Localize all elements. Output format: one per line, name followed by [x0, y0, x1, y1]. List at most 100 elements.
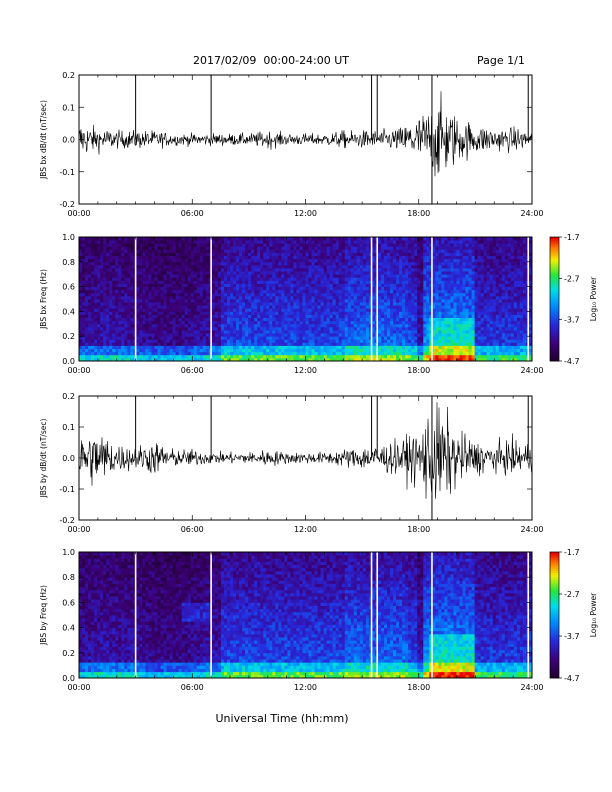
heat-cell: [399, 323, 403, 328]
heat-cell: [257, 283, 261, 287]
heat-cell: [305, 255, 309, 260]
heat-cell: [220, 243, 225, 247]
heat-cell: [178, 348, 183, 353]
heat-cell: [88, 252, 92, 256]
heat-cell: [426, 348, 430, 353]
heat-cell: [223, 289, 228, 294]
heat-cell: [284, 314, 288, 318]
heat-cell: [94, 320, 98, 325]
heat-cell: [284, 289, 288, 294]
heat-cell: [151, 345, 155, 349]
heat-cell: [130, 292, 134, 297]
heat-cell: [278, 302, 282, 306]
heat-cell: [338, 268, 343, 272]
heat-cell: [223, 354, 228, 359]
heat-cell: [205, 277, 210, 281]
heat-cell: [368, 289, 373, 294]
heat-cell: [217, 277, 222, 281]
heat-cell: [317, 333, 321, 337]
heat-cell: [284, 311, 288, 315]
heat-cell: [356, 351, 361, 356]
heat-cell: [393, 246, 397, 250]
heat-cell: [326, 333, 331, 337]
heat-cell: [435, 292, 439, 297]
heat-cell: [97, 271, 101, 275]
heat-cell: [130, 336, 134, 340]
heat-cell: [365, 302, 370, 306]
heat-cell: [350, 317, 355, 322]
heat-cell: [163, 249, 167, 253]
heat-cell: [417, 308, 421, 312]
heat-cell: [269, 336, 273, 340]
heat-cell: [100, 255, 104, 260]
heat-cell: [121, 255, 125, 260]
heat-cell: [350, 277, 355, 281]
heat-cell: [296, 243, 300, 247]
heat-cell: [85, 246, 89, 250]
heat-cell: [157, 357, 161, 362]
heat-cell: [121, 277, 125, 281]
heat-cell: [338, 345, 343, 349]
heat-cell: [91, 261, 95, 266]
heat-cell: [329, 342, 334, 346]
heat-cell: [260, 277, 264, 281]
heat-cell: [151, 264, 155, 269]
heat-cell: [139, 240, 143, 244]
heat-cell: [317, 323, 321, 328]
heat-cell: [121, 308, 125, 312]
heat-cell: [281, 243, 285, 247]
heat-cell: [239, 249, 243, 253]
heat-cell: [88, 354, 92, 359]
heat-cell: [214, 283, 219, 287]
heat-cell: [359, 317, 364, 322]
heat-cell: [254, 286, 258, 291]
heat-cell: [417, 286, 421, 291]
heat-cell: [365, 271, 370, 275]
heat-cell: [115, 317, 119, 322]
heat-cell: [447, 308, 451, 312]
heat-cell: [344, 240, 349, 244]
heat-cell: [254, 354, 258, 359]
heat-cell: [145, 258, 149, 263]
heat-cell: [396, 261, 400, 266]
heat-cell: [260, 255, 264, 260]
heat-cell: [263, 345, 267, 349]
heat-cell: [377, 271, 382, 275]
heat-cell: [420, 286, 424, 291]
heat-cell: [353, 286, 358, 291]
heat-cell: [211, 283, 216, 287]
heat-cell: [193, 326, 198, 331]
heat-cell: [154, 271, 158, 275]
heat-cell: [275, 271, 279, 275]
heat-cell: [362, 240, 367, 244]
heat-cell: [420, 268, 424, 272]
heat-cell: [166, 302, 170, 306]
heat-cell: [100, 243, 104, 247]
heat-cell: [347, 354, 352, 359]
heat-cell: [305, 292, 309, 297]
heat-cell: [79, 351, 83, 356]
heat-cell: [438, 271, 442, 275]
heat-cell: [332, 292, 337, 297]
heat-cell: [420, 354, 424, 359]
heat-cell: [97, 351, 101, 356]
heat-cell: [353, 317, 358, 322]
heat-cell: [435, 261, 439, 266]
heat-cell: [278, 258, 282, 263]
heat-cell: [405, 348, 409, 353]
heat-cell: [82, 295, 86, 300]
heat-cell: [103, 314, 107, 318]
heat-cell: [426, 255, 430, 260]
heat-cell: [290, 299, 294, 303]
heat-cell: [420, 305, 424, 309]
heat-cell: [269, 295, 273, 300]
heat-cell: [85, 320, 89, 325]
heat-cell: [211, 348, 216, 353]
heat-cell: [148, 354, 152, 359]
heat-cell: [242, 289, 246, 294]
heat-cell: [248, 333, 252, 337]
heat-cell: [85, 302, 89, 306]
heat-cell: [196, 323, 201, 328]
heat-cell: [127, 314, 131, 318]
heat-cell: [181, 326, 186, 331]
